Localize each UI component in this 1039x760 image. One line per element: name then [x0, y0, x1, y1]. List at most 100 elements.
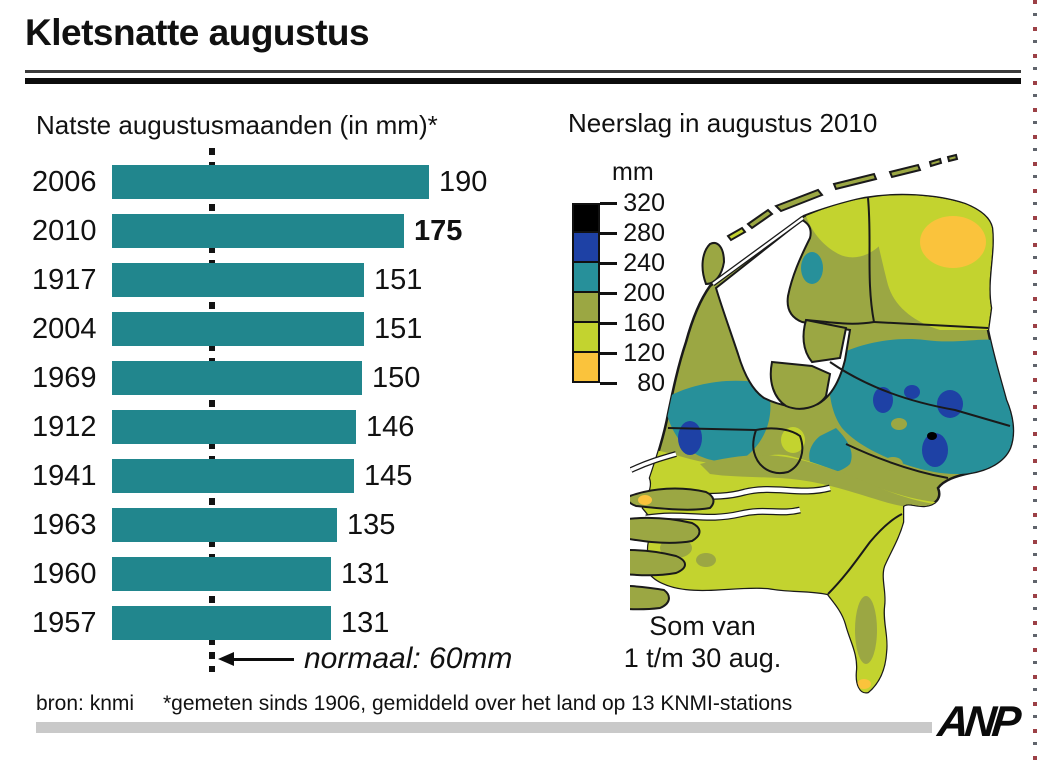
bar-year-label: 1957	[32, 607, 97, 639]
map-note-line2: 1 t/m 30 aug.	[623, 643, 782, 674]
bar-value-label: 131	[341, 558, 390, 590]
legend-unit-label: mm	[612, 158, 654, 186]
island-dot	[946, 153, 959, 163]
header-rule-thick	[25, 78, 1021, 84]
bar-value-label: 146	[366, 411, 415, 443]
patch-twente-blue	[922, 433, 948, 467]
bar-year-label: 2006	[32, 166, 97, 198]
island-terschelling	[774, 188, 824, 213]
patch-groningen-amber	[920, 216, 986, 268]
island-sliver	[726, 226, 747, 242]
island-voorne-goeree	[630, 487, 715, 511]
wadden-islands	[701, 153, 959, 286]
map-note-line1: Som van	[649, 611, 756, 641]
island-schiermonnikoog	[888, 163, 922, 179]
island-dot	[928, 157, 943, 168]
legend-color-segment	[572, 353, 600, 383]
bar-year-label: 1941	[32, 460, 97, 492]
border-nh-zh	[667, 427, 757, 431]
legend-tick	[600, 291, 617, 295]
bar-value-label: 145	[364, 460, 413, 492]
bar	[112, 459, 354, 493]
bar	[112, 361, 362, 395]
patch-ijssel-teal	[809, 428, 852, 473]
island-schouwen	[630, 516, 701, 544]
bar-chart: normaal: 60mm 2006 190 2010 175 1917 151 2004 1…	[30, 148, 540, 695]
patch-blue	[904, 385, 920, 399]
bar-value-label: 175	[414, 215, 463, 247]
bar-value-label: 151	[374, 313, 423, 345]
patch-brabant-olive	[696, 553, 716, 567]
afsluitdijk	[712, 217, 804, 285]
legend-color-segment	[572, 293, 600, 323]
polders	[769, 318, 848, 410]
page-title: Kletsnatte augustus	[25, 12, 370, 53]
bar-year-label: 2004	[32, 313, 97, 345]
map-title: Neerslag in augustus 2010	[568, 108, 878, 138]
legend-tick	[600, 201, 617, 205]
patch-holland-blue	[678, 421, 702, 455]
island-vlieland	[746, 208, 774, 230]
legend-color-segment	[572, 203, 600, 233]
bar-value-label: 131	[341, 607, 390, 639]
waterweg	[630, 452, 677, 472]
border-drenthe-overijssel	[829, 361, 1011, 427]
patch-east-teal	[829, 339, 1013, 475]
bar-row: 2006 190	[30, 165, 540, 199]
patch-olive-blob	[891, 418, 907, 430]
patch-friesland-teal	[801, 252, 823, 284]
legend-tick	[600, 231, 617, 235]
legend-tick-label: 320	[623, 189, 665, 217]
flevoland	[769, 360, 832, 410]
bar	[112, 214, 404, 248]
border-utrecht	[752, 427, 804, 474]
legend-tick-label: 80	[637, 369, 665, 397]
legend-tick-label: 160	[623, 309, 665, 337]
scan-edge-artifact	[1033, 0, 1037, 760]
legend-tick-label: 280	[623, 219, 665, 247]
legend-tick-label: 240	[623, 249, 665, 277]
island-ameland	[832, 172, 878, 191]
bar-value-label: 135	[347, 509, 396, 541]
bar-row: 2004 151	[30, 312, 540, 346]
bar-row: 1960 131	[30, 557, 540, 591]
legend-tick-label: 120	[623, 339, 665, 367]
patch-delta-amber	[638, 495, 652, 505]
patch-limburg-amber	[857, 679, 871, 689]
header-rule-thin	[25, 70, 1021, 73]
patch-utrecht-ygreen	[781, 427, 805, 453]
footer-source: bron: knmi	[36, 692, 135, 715]
border-overijssel-gelderland	[845, 443, 949, 479]
footer-divider	[36, 722, 932, 733]
bar-year-label: 1960	[32, 558, 97, 590]
legend-tick	[600, 381, 617, 385]
bar-row: 1969 150	[30, 361, 540, 395]
bar-value-label: 150	[372, 362, 421, 394]
bar-chart-title: Natste augustusmaanden (in mm)*	[36, 110, 438, 140]
footer-note: *gemeten sinds 1906, gemiddeld over het …	[163, 692, 793, 715]
bar	[112, 165, 429, 199]
zeeuws-vlaanderen	[630, 585, 670, 611]
patch-blue	[937, 390, 963, 418]
patch-betuwe-olive	[700, 455, 935, 508]
border-brabant-limburg	[827, 513, 903, 595]
border-friesland-groningen	[867, 197, 875, 323]
patch-twente-black	[927, 432, 937, 440]
legend-color-segment	[572, 323, 600, 353]
bar-row: 1917 151	[30, 263, 540, 297]
bar-row: 1963 135	[30, 508, 540, 542]
bar-year-label: 1963	[32, 509, 97, 541]
legend-tick	[600, 321, 617, 325]
reference-line-label: normaal: 60mm	[304, 642, 513, 675]
bar	[112, 312, 364, 346]
zeeland-islands	[630, 487, 715, 611]
map-legend: mm 320 280 240 200 160 120 80	[572, 158, 682, 398]
bar-year-label: 2010	[32, 215, 97, 247]
legend-color-segment	[572, 233, 600, 263]
bar-value-label: 151	[374, 264, 423, 296]
bar	[112, 410, 356, 444]
bar-year-label: 1917	[32, 264, 97, 296]
border-groningen-drenthe	[873, 321, 989, 329]
river-maas	[645, 507, 801, 521]
